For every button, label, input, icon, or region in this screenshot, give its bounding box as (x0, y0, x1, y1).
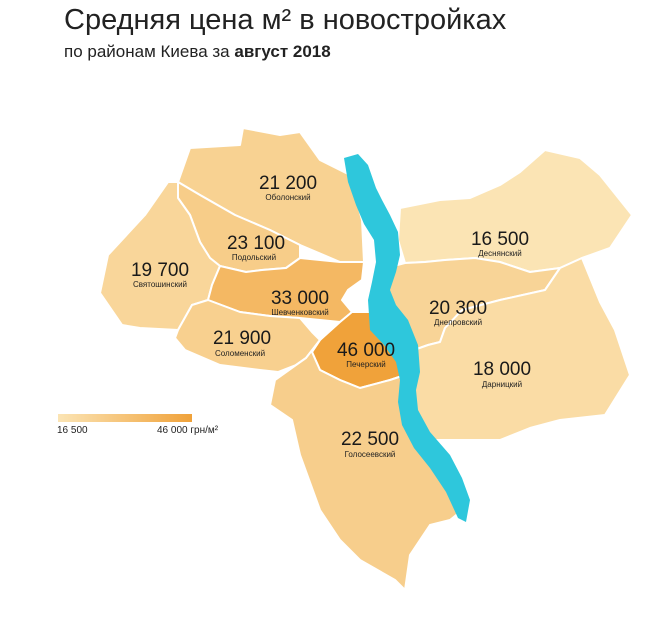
price-pechersk: 46 000 (337, 340, 395, 361)
label-dnipro: 20 300 Днепровский (429, 298, 487, 327)
district-solomyanka[interactable] (174, 299, 321, 373)
name-shevchenko: Шевченковский (271, 308, 328, 317)
price-sviatoshyn: 19 700 (131, 260, 189, 281)
label-darnytsia: 18 000 Дарницкий (473, 359, 531, 389)
price-solomyanka: 21 900 (213, 328, 271, 349)
label-obolon: 21 200 Оболонский (259, 173, 317, 202)
legend-max-label: 46 000 грн/м² (157, 425, 219, 436)
legend-gradient-bar (58, 414, 192, 422)
price-obolon: 21 200 (259, 173, 317, 194)
name-sviatoshyn: Святошинский (133, 280, 187, 289)
name-pechersk: Печерский (346, 360, 385, 369)
label-pechersk: 46 000 Печерский (337, 340, 395, 369)
price-darnytsia: 18 000 (473, 359, 531, 380)
price-dnipro: 20 300 (429, 298, 487, 319)
legend-min-label: 16 500 (57, 425, 88, 436)
dnipro-river (344, 154, 470, 522)
map-subtitle: по районам Киева за август 2018 (64, 42, 331, 62)
label-sviatoshyn: 19 700 Святошинский (131, 260, 189, 289)
name-desna: Деснянский (478, 249, 521, 258)
name-darnytsia: Дарницкий (482, 380, 522, 389)
name-obolon: Оболонский (265, 193, 310, 202)
label-desna: 16 500 Деснянский (471, 229, 529, 258)
map-title: Средняя цена м² в новостройках (64, 4, 507, 36)
price-shevchenko: 33 000 (271, 288, 329, 309)
label-podil: 23 100 Подольский (227, 233, 285, 262)
subtitle-period: август 2018 (234, 42, 331, 61)
name-solomyanka: Соломенский (215, 349, 265, 358)
price-holosiiv: 22 500 (341, 429, 399, 450)
subtitle-prefix: по районам Киева за (64, 42, 230, 61)
price-podil: 23 100 (227, 233, 285, 254)
district-holosiiv[interactable] (269, 339, 461, 591)
name-holosiiv: Голосеевский (345, 450, 396, 459)
price-desna: 16 500 (471, 229, 529, 250)
label-holosiiv: 22 500 Голосеевский (341, 429, 399, 459)
name-podil: Подольский (232, 253, 276, 262)
label-solomyanka: 21 900 Соломенский (213, 328, 271, 358)
name-dnipro: Днепровский (434, 318, 482, 327)
label-shevchenko: 33 000 Шевченковский (271, 288, 329, 317)
